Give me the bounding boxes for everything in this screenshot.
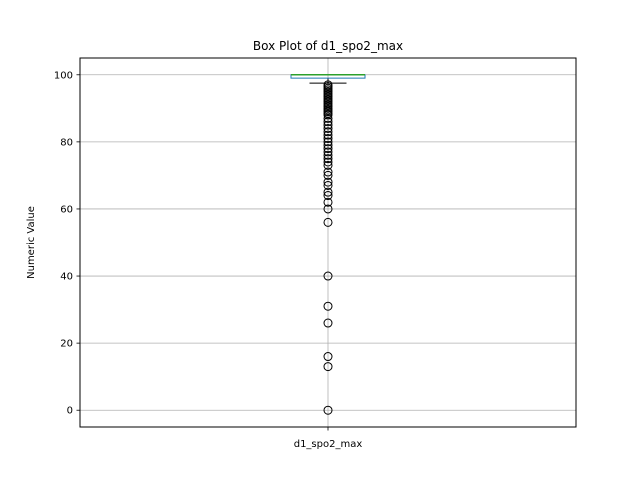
outlier-point-37 — [323, 180, 333, 190]
outlier-point-34 — [323, 167, 333, 177]
outlier-point-38 — [323, 187, 333, 197]
outlier-point-21 — [323, 120, 333, 130]
outlier-point-47 — [323, 362, 333, 372]
outlier-point-18 — [323, 110, 333, 120]
outlier-point-35 — [323, 170, 333, 180]
outlier-point-20 — [323, 117, 333, 127]
outlier-point-19 — [323, 113, 333, 123]
y-tick-label-3: 60 — [60, 204, 73, 215]
outlier-point-24 — [323, 130, 333, 140]
outlier-point-26 — [323, 137, 333, 147]
y-tick-label-0: 0 — [67, 406, 73, 417]
y-axis-label: Numeric Value — [26, 206, 37, 279]
plot-area-frame — [79, 57, 577, 428]
outlier-point-39 — [323, 191, 333, 201]
y-tick-label-1: 20 — [60, 339, 73, 350]
outlier-point-28 — [323, 144, 333, 154]
outlier-point-45 — [323, 318, 333, 328]
outlier-point-27 — [323, 140, 333, 150]
outlier-point-22 — [323, 123, 333, 133]
outlier-point-43 — [323, 271, 333, 281]
outlier-points — [323, 80, 333, 415]
x-tick-label-0: d1_spo2_max — [294, 439, 363, 450]
outlier-point-30 — [323, 150, 333, 160]
outlier-point-29 — [323, 147, 333, 157]
outlier-point-31 — [323, 154, 333, 164]
y-axis: 0 20 40 60 80 100 — [54, 70, 80, 417]
outlier-point-42 — [323, 217, 333, 227]
outlier-point-41 — [323, 204, 333, 214]
outlier-point-23 — [323, 127, 333, 137]
chart-title: Box Plot of d1_spo2_max — [253, 39, 403, 53]
grid-lines — [80, 58, 576, 427]
outlier-point-32 — [323, 157, 333, 167]
box-group — [290, 74, 366, 84]
y-tick-label-5: 100 — [54, 70, 73, 81]
outlier-point-36 — [323, 177, 333, 187]
y-tick-label-2: 40 — [60, 272, 73, 283]
outlier-point-33 — [323, 160, 333, 170]
outlier-point-25 — [323, 134, 333, 144]
outlier-point-44 — [323, 301, 333, 311]
outlier-point-48 — [323, 405, 333, 415]
outlier-point-40 — [323, 197, 333, 207]
x-axis: d1_spo2_max — [294, 427, 363, 450]
outlier-point-46 — [323, 352, 333, 362]
y-tick-label-4: 80 — [60, 137, 73, 148]
